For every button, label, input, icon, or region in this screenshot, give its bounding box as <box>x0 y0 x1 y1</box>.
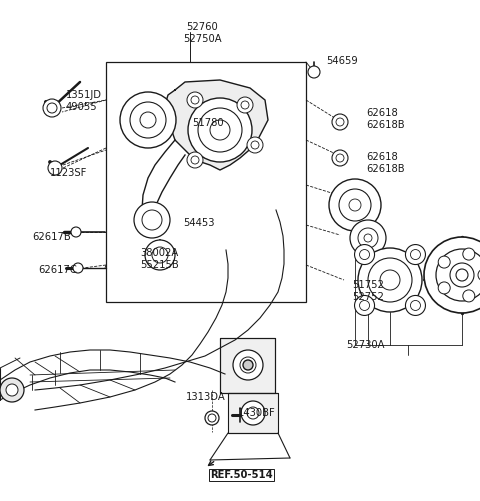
Circle shape <box>436 249 480 301</box>
Text: 1123SF: 1123SF <box>50 168 87 178</box>
Text: 54453: 54453 <box>183 218 215 228</box>
Circle shape <box>142 210 162 230</box>
Circle shape <box>134 202 170 238</box>
Text: 52760
52750A: 52760 52750A <box>183 22 221 44</box>
Circle shape <box>152 247 168 263</box>
Text: 51780: 51780 <box>192 118 224 128</box>
Text: REF.50-514: REF.50-514 <box>210 470 273 480</box>
Text: 52730A: 52730A <box>346 340 384 350</box>
Circle shape <box>336 118 344 126</box>
Circle shape <box>210 120 230 140</box>
Text: 38002A
55215B: 38002A 55215B <box>140 248 179 270</box>
Circle shape <box>120 92 176 148</box>
Circle shape <box>358 228 378 248</box>
Text: 1430BF: 1430BF <box>238 408 276 418</box>
Circle shape <box>191 156 199 164</box>
Circle shape <box>349 199 361 211</box>
Circle shape <box>410 301 420 311</box>
Circle shape <box>130 102 166 138</box>
Circle shape <box>187 152 203 168</box>
Circle shape <box>241 101 249 109</box>
Circle shape <box>140 112 156 128</box>
Text: 54659: 54659 <box>326 56 358 66</box>
Circle shape <box>240 357 256 373</box>
Circle shape <box>456 269 468 281</box>
Circle shape <box>187 92 203 108</box>
Circle shape <box>332 150 348 166</box>
Circle shape <box>243 360 253 370</box>
Circle shape <box>336 154 344 162</box>
Bar <box>106 62 306 302</box>
Circle shape <box>380 270 400 290</box>
Circle shape <box>406 296 425 316</box>
Circle shape <box>355 296 374 316</box>
Circle shape <box>410 249 420 260</box>
Text: 1351JD
49055: 1351JD 49055 <box>66 90 102 112</box>
Circle shape <box>6 384 18 396</box>
Circle shape <box>478 269 480 281</box>
Bar <box>228 393 278 433</box>
Circle shape <box>438 256 450 268</box>
Circle shape <box>191 96 199 104</box>
Circle shape <box>0 378 24 402</box>
Circle shape <box>364 234 372 242</box>
Circle shape <box>463 248 475 260</box>
Circle shape <box>145 240 175 270</box>
Circle shape <box>48 161 62 175</box>
Polygon shape <box>165 80 268 170</box>
Circle shape <box>43 99 61 117</box>
Circle shape <box>450 263 474 287</box>
Circle shape <box>332 114 348 130</box>
Circle shape <box>339 189 371 221</box>
Circle shape <box>205 411 219 425</box>
Text: 62618
62618B: 62618 62618B <box>366 152 405 174</box>
Circle shape <box>233 350 263 380</box>
Circle shape <box>241 401 265 425</box>
Circle shape <box>360 301 370 311</box>
Circle shape <box>251 141 259 149</box>
Text: 51752
52752: 51752 52752 <box>352 280 384 302</box>
Circle shape <box>237 97 253 113</box>
Circle shape <box>198 108 242 152</box>
Circle shape <box>71 227 81 237</box>
Circle shape <box>329 179 381 231</box>
Text: 1313DA: 1313DA <box>186 392 226 402</box>
Circle shape <box>368 258 412 302</box>
Circle shape <box>247 407 259 419</box>
Circle shape <box>350 220 386 256</box>
Circle shape <box>308 66 320 78</box>
Circle shape <box>247 137 263 153</box>
Circle shape <box>358 248 422 312</box>
Circle shape <box>438 282 450 294</box>
Circle shape <box>188 98 252 162</box>
Circle shape <box>463 290 475 302</box>
Text: 62617B: 62617B <box>32 232 71 242</box>
Circle shape <box>360 249 370 260</box>
Circle shape <box>47 103 57 113</box>
Circle shape <box>406 244 425 265</box>
Circle shape <box>73 263 83 273</box>
Circle shape <box>208 414 216 422</box>
Text: 62618
62618B: 62618 62618B <box>366 108 405 130</box>
Circle shape <box>424 237 480 313</box>
Circle shape <box>355 244 374 265</box>
Bar <box>220 338 275 393</box>
Text: 62617C: 62617C <box>38 265 77 275</box>
